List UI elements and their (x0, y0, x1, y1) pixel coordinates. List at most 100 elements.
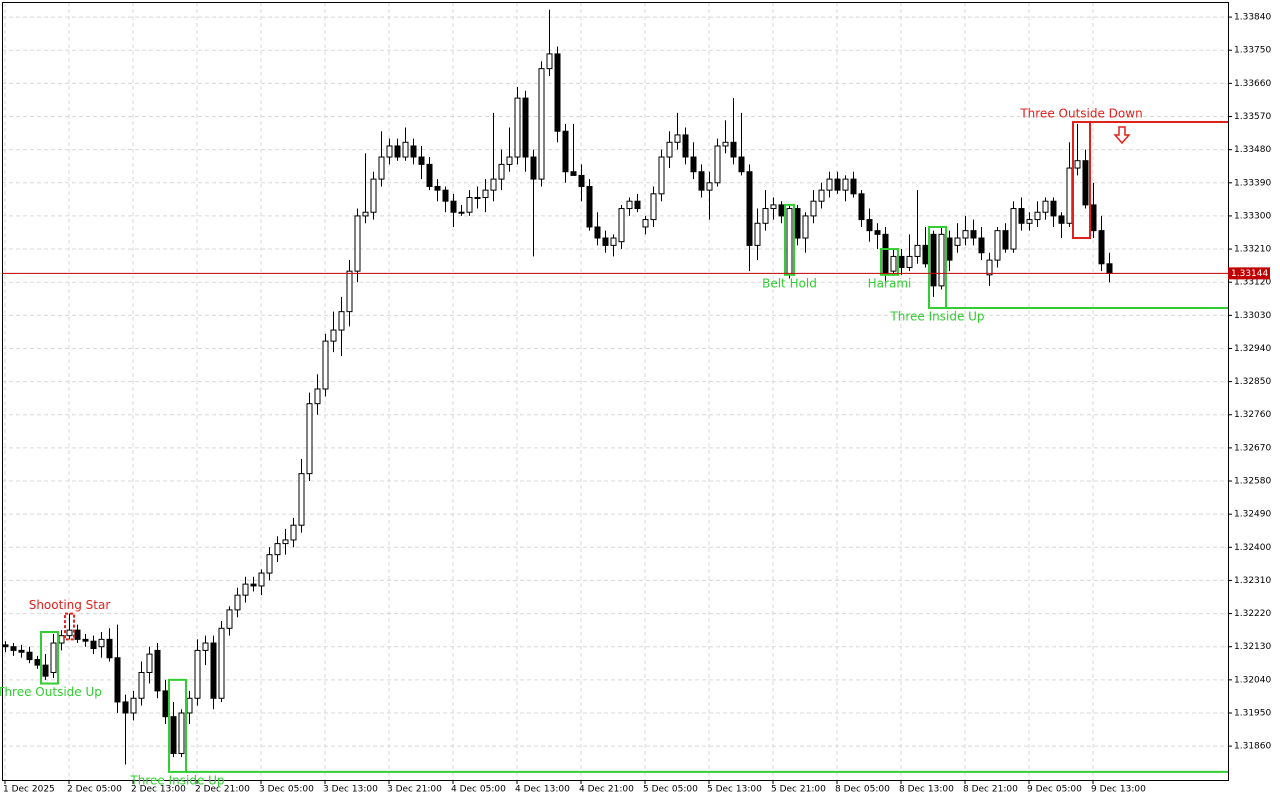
x-tick-label: 5 Dec 05:00 (643, 785, 698, 795)
candle-body (458, 211, 465, 214)
candle-body (554, 53, 561, 132)
candle-body (538, 68, 545, 180)
candle-body (258, 572, 265, 587)
candle-body (970, 230, 977, 239)
candle-body (242, 583, 249, 596)
candle-body (474, 197, 481, 200)
candle-body (906, 255, 913, 268)
candle-body (914, 244, 921, 257)
candle-body (450, 200, 457, 213)
y-tick-label: 1.32760 (1234, 410, 1271, 420)
pattern-box (880, 248, 899, 276)
candle-body (98, 638, 105, 648)
candle-body (66, 629, 73, 637)
y-tick-label: 1.32580 (1234, 477, 1271, 487)
candle-body (218, 627, 225, 699)
candle-body (154, 649, 161, 692)
candle-body (146, 653, 153, 673)
candle-body (90, 640, 97, 650)
candle-body (602, 237, 609, 246)
y-tick-label: 1.33750 (1234, 46, 1271, 56)
candle-body (818, 189, 825, 202)
candle-body (762, 208, 769, 224)
candle-body (10, 646, 17, 651)
x-tick-label: 9 Dec 13:00 (1091, 785, 1146, 795)
pattern-label: Three Inside Up (129, 773, 224, 787)
candle-body (490, 178, 497, 191)
candle-body (58, 635, 65, 644)
x-tick-label: 8 Dec 05:00 (835, 785, 890, 795)
candle-body (266, 554, 273, 574)
y-tick-label: 1.32220 (1234, 609, 1271, 619)
candle-body (794, 208, 801, 239)
candle-body (1058, 215, 1065, 224)
candle-body (74, 629, 81, 640)
candle-body (586, 185, 593, 228)
plot-frame (2, 2, 1229, 781)
candle-body (706, 182, 713, 191)
pattern-label: Shooting Star (29, 598, 111, 612)
candle-body (370, 178, 377, 213)
candle-body (746, 171, 753, 246)
y-tick-label: 1.33300 (1234, 211, 1271, 221)
y-tick-label: 1.32400 (1234, 543, 1271, 553)
x-tick-label: 4 Dec 13:00 (515, 785, 570, 795)
x-tick-label: 2 Dec 05:00 (67, 785, 122, 795)
candle-body (930, 233, 937, 287)
y-tick-label: 1.32670 (1234, 443, 1271, 453)
pattern-box (168, 678, 187, 773)
candle-body (874, 230, 881, 235)
x-tick-label: 5 Dec 13:00 (707, 785, 762, 795)
pattern-box (1072, 121, 1091, 240)
candle-body (642, 219, 649, 228)
x-tick-label: 4 Dec 21:00 (579, 785, 634, 795)
candle-body (826, 178, 833, 191)
x-tick-label: 9 Dec 05:00 (1027, 785, 1082, 795)
candle-body (570, 171, 577, 176)
candle-body (690, 156, 697, 173)
candle-body (170, 716, 177, 754)
candle-body (106, 638, 113, 659)
pattern-box (40, 630, 59, 685)
x-tick-label: 4 Dec 05:00 (451, 785, 506, 795)
candle-body (1050, 200, 1057, 217)
candle-body (362, 211, 369, 217)
y-tick-label: 1.33840 (1234, 13, 1271, 23)
candle-body (1010, 208, 1017, 250)
candle-body (842, 178, 849, 191)
candle-body (442, 189, 449, 202)
candle-body (1074, 160, 1081, 169)
candle-body (1106, 263, 1113, 274)
y-tick-label: 1.33210 (1234, 245, 1271, 255)
y-tick-label: 1.31860 (1234, 742, 1271, 752)
candle-body (122, 701, 129, 714)
candle-body (666, 141, 673, 158)
x-tick-label: 1 Dec 2025 (3, 785, 55, 795)
candle-body (130, 697, 137, 714)
candle-body (962, 230, 969, 239)
last-price-label: 1.33144 (1231, 269, 1268, 279)
candle-body (738, 156, 745, 173)
candle-body (506, 156, 513, 165)
candle-body (834, 178, 841, 191)
candle-body (770, 204, 777, 210)
y-tick-label: 1.33120 (1234, 278, 1271, 288)
candle-body (82, 638, 89, 642)
candle-body (634, 200, 641, 210)
x-tick-label: 3 Dec 05:00 (259, 785, 314, 795)
candle-body (1042, 200, 1049, 213)
y-tick-label: 1.33030 (1234, 311, 1271, 321)
pattern-label: Harami (868, 276, 912, 290)
candle-body (178, 712, 185, 754)
x-tick-label: 3 Dec 13:00 (323, 785, 378, 795)
candle-body (50, 642, 57, 673)
x-tick-label: 8 Dec 13:00 (899, 785, 954, 795)
candle-body (938, 233, 945, 287)
y-tick-label: 1.33660 (1234, 79, 1271, 89)
candle-body (162, 690, 169, 718)
candle-body (866, 219, 873, 232)
candle-body (850, 178, 857, 195)
candle-body (394, 145, 401, 158)
y-tick-label: 1.33570 (1234, 112, 1271, 122)
